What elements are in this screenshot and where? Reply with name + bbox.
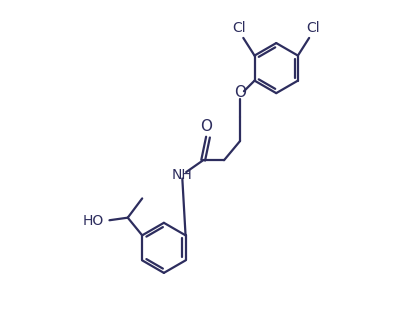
Text: O: O (234, 85, 246, 100)
Text: Cl: Cl (306, 21, 320, 36)
Text: NH: NH (172, 168, 193, 182)
Text: O: O (200, 119, 213, 134)
Text: HO: HO (82, 214, 104, 228)
Text: Cl: Cl (233, 21, 246, 36)
